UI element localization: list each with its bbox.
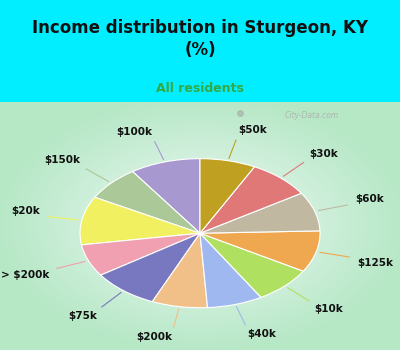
Text: $30k: $30k bbox=[309, 149, 338, 159]
Wedge shape bbox=[82, 233, 200, 275]
Text: $150k: $150k bbox=[44, 155, 80, 166]
Wedge shape bbox=[200, 167, 301, 233]
Text: $50k: $50k bbox=[238, 125, 266, 135]
Text: All residents: All residents bbox=[156, 82, 244, 95]
Wedge shape bbox=[95, 172, 200, 233]
Text: $20k: $20k bbox=[12, 206, 40, 216]
Text: Income distribution in Sturgeon, KY
(%): Income distribution in Sturgeon, KY (%) bbox=[32, 19, 368, 59]
Wedge shape bbox=[80, 197, 200, 245]
Text: City-Data.com: City-Data.com bbox=[285, 111, 339, 120]
Wedge shape bbox=[132, 159, 200, 233]
Text: $40k: $40k bbox=[248, 329, 276, 340]
Wedge shape bbox=[101, 233, 200, 302]
Wedge shape bbox=[200, 231, 320, 271]
Wedge shape bbox=[200, 233, 261, 308]
Text: $60k: $60k bbox=[355, 194, 384, 204]
Wedge shape bbox=[200, 159, 254, 233]
Wedge shape bbox=[200, 193, 320, 233]
Text: $100k: $100k bbox=[116, 127, 152, 137]
Text: > $200k: > $200k bbox=[1, 270, 49, 280]
Text: $200k: $200k bbox=[136, 332, 172, 342]
Text: $10k: $10k bbox=[314, 304, 343, 314]
Wedge shape bbox=[152, 233, 208, 308]
Text: $75k: $75k bbox=[68, 311, 97, 321]
Wedge shape bbox=[200, 233, 303, 298]
Text: $125k: $125k bbox=[357, 258, 393, 268]
